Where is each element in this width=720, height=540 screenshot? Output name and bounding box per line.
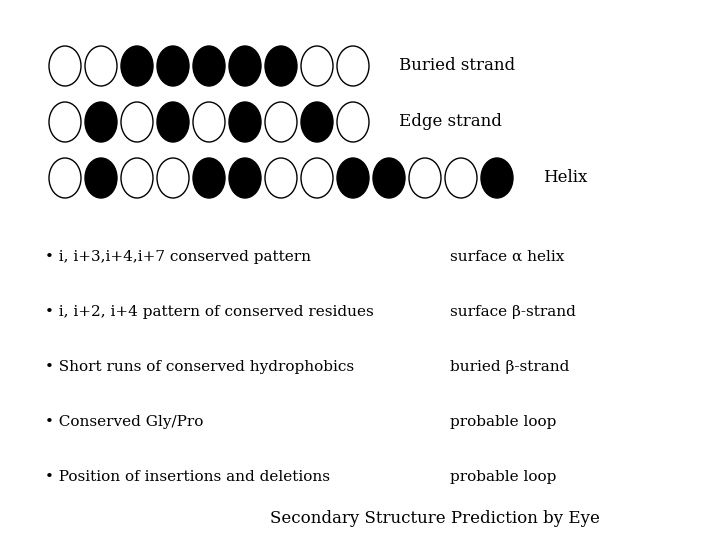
Ellipse shape (337, 46, 369, 86)
Ellipse shape (85, 158, 117, 198)
Ellipse shape (49, 158, 81, 198)
Ellipse shape (229, 158, 261, 198)
Ellipse shape (193, 158, 225, 198)
Ellipse shape (445, 158, 477, 198)
Ellipse shape (301, 102, 333, 142)
Ellipse shape (265, 102, 297, 142)
Ellipse shape (85, 102, 117, 142)
Ellipse shape (301, 46, 333, 86)
Ellipse shape (49, 46, 81, 86)
Ellipse shape (49, 102, 81, 142)
Ellipse shape (337, 158, 369, 198)
Ellipse shape (121, 158, 153, 198)
Ellipse shape (121, 102, 153, 142)
Ellipse shape (409, 158, 441, 198)
Text: • i, i+2, i+4 pattern of conserved residues: • i, i+2, i+4 pattern of conserved resid… (45, 305, 374, 319)
Ellipse shape (157, 46, 189, 86)
Text: • i, i+3,i+4,i+7 conserved pattern: • i, i+3,i+4,i+7 conserved pattern (45, 250, 311, 264)
Ellipse shape (337, 102, 369, 142)
Text: Edge strand: Edge strand (399, 113, 502, 131)
Ellipse shape (373, 158, 405, 198)
Ellipse shape (157, 158, 189, 198)
Text: surface α helix: surface α helix (450, 250, 564, 264)
Text: • Short runs of conserved hydrophobics: • Short runs of conserved hydrophobics (45, 360, 354, 374)
Text: Buried strand: Buried strand (399, 57, 515, 75)
Ellipse shape (121, 46, 153, 86)
Text: surface β-strand: surface β-strand (450, 305, 576, 319)
Ellipse shape (265, 46, 297, 86)
Text: Secondary Structure Prediction by Eye: Secondary Structure Prediction by Eye (270, 510, 600, 527)
Text: buried β-strand: buried β-strand (450, 360, 570, 374)
Text: • Conserved Gly/Pro: • Conserved Gly/Pro (45, 415, 203, 429)
Ellipse shape (481, 158, 513, 198)
Text: probable loop: probable loop (450, 415, 557, 429)
Text: • Position of insertions and deletions: • Position of insertions and deletions (45, 470, 330, 484)
Ellipse shape (193, 46, 225, 86)
Ellipse shape (157, 102, 189, 142)
Ellipse shape (229, 46, 261, 86)
Ellipse shape (265, 158, 297, 198)
Text: probable loop: probable loop (450, 470, 557, 484)
Ellipse shape (193, 102, 225, 142)
Ellipse shape (229, 102, 261, 142)
Ellipse shape (85, 46, 117, 86)
Ellipse shape (301, 158, 333, 198)
Text: Helix: Helix (543, 170, 588, 186)
